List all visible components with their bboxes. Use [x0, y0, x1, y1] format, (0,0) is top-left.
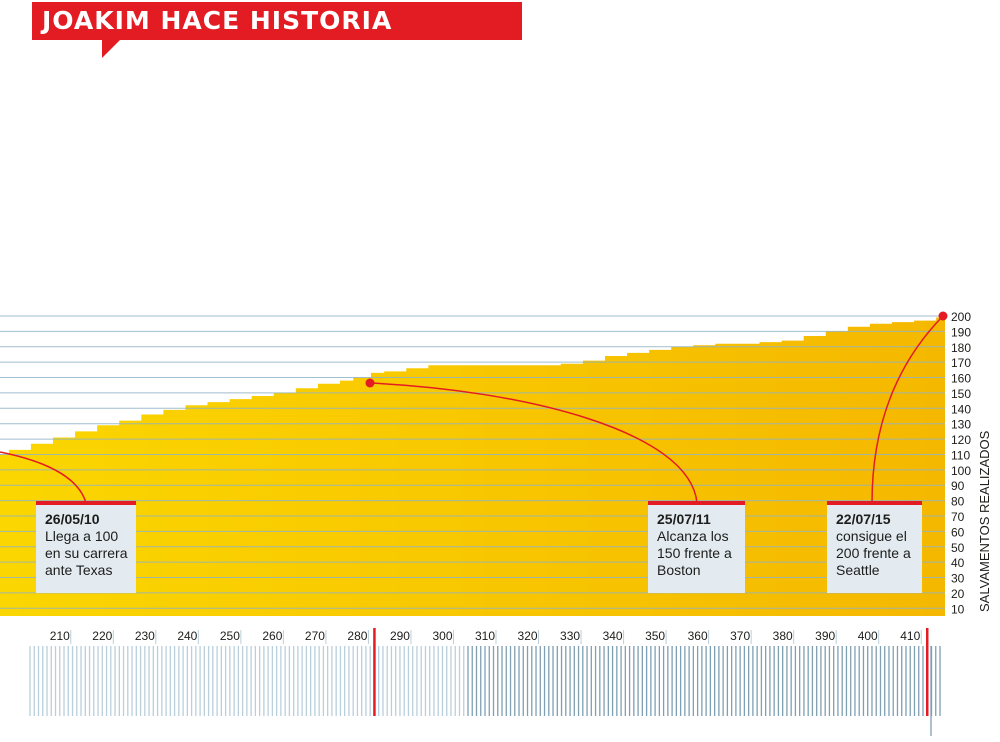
y-tick-label: 80: [951, 495, 965, 509]
y-tick-label: 60: [951, 525, 965, 539]
x-tick-label: 250: [220, 629, 240, 643]
y-tick-label: 20: [951, 587, 965, 601]
x-tick-label: 210: [50, 629, 70, 643]
annotation-1-text: Llega a 100 en su carrera ante Texas: [45, 528, 128, 578]
y-tick-label: 140: [951, 402, 971, 416]
x-tick-label: 290: [390, 629, 410, 643]
y-tick-label: 150: [951, 387, 971, 401]
y-tick-label: 10: [951, 602, 965, 616]
y-tick-label: 110: [951, 448, 970, 462]
y-tick-label: 90: [951, 479, 965, 493]
milestone-point-200: [938, 311, 948, 321]
x-tick-label: 300: [432, 629, 452, 643]
y-tick-label: 50: [951, 541, 965, 555]
leader-line-2: [369, 382, 698, 504]
x-tick-label: 390: [815, 629, 835, 643]
callout-annotation-2: 25/07/11 Alcanza los 150 frente a Boston: [648, 501, 745, 593]
x-tick-label: 230: [135, 629, 155, 643]
y-tick-label: 70: [951, 510, 965, 524]
x-tick-label: 260: [262, 629, 282, 643]
annotation-2-text: Alcanza los 150 frente a Boston: [657, 528, 732, 578]
y-axis-label: SALVAMENTOS REALIZADOS: [977, 430, 992, 612]
x-tick-label: 360: [688, 629, 708, 643]
y-tick-label: 170: [951, 356, 971, 370]
x-tick-label: 410: [900, 629, 920, 643]
x-tick-label: 370: [730, 629, 750, 643]
annotation-1-date: 26/05/10: [45, 511, 100, 527]
title-banner-tail: [102, 40, 120, 58]
x-tick-label: 240: [177, 629, 197, 643]
y-tick-label: 200: [951, 310, 971, 324]
callout-annotation-1: 26/05/10 Llega a 100 en su carrera ante …: [36, 501, 136, 593]
y-tick-label: 130: [951, 418, 971, 432]
chart-title: JOAKIM HACE HISTORIA: [42, 6, 393, 35]
x-tick-label: 220: [92, 629, 112, 643]
callout-annotation-3: 22/07/15 consigue el 200 frente a Seattl…: [827, 501, 922, 593]
y-tick-label: 40: [951, 556, 965, 570]
y-tick-label: 30: [951, 572, 965, 586]
milestone-point-150: [365, 378, 375, 388]
saves-area: [0, 316, 945, 616]
annotation-2-date: 25/07/11: [657, 511, 711, 527]
y-tick-label: 190: [951, 325, 971, 339]
leader-line-1: [0, 451, 87, 504]
x-tick-label: 380: [773, 629, 793, 643]
x-tick-label: 350: [645, 629, 665, 643]
x-tick-label: 340: [603, 629, 623, 643]
x-tick-label: 280: [347, 629, 367, 643]
y-tick-label: 100: [951, 464, 971, 478]
title-banner: JOAKIM HACE HISTORIA: [32, 2, 522, 58]
y-tick-label: 180: [951, 341, 971, 355]
x-tick-label: 310: [475, 629, 495, 643]
y-tick-label: 160: [951, 372, 971, 386]
annotation-3-date: 22/07/15: [836, 511, 891, 527]
annotation-3-text: consigue el 200 frente a Seattle: [836, 528, 911, 578]
x-tick-label: 330: [560, 629, 580, 643]
y-tick-label: 120: [951, 433, 971, 447]
x-tick-label: 270: [305, 629, 325, 643]
x-tick-label: 320: [518, 629, 538, 643]
x-tick-label: 400: [858, 629, 878, 643]
leader-line-3: [871, 315, 944, 504]
